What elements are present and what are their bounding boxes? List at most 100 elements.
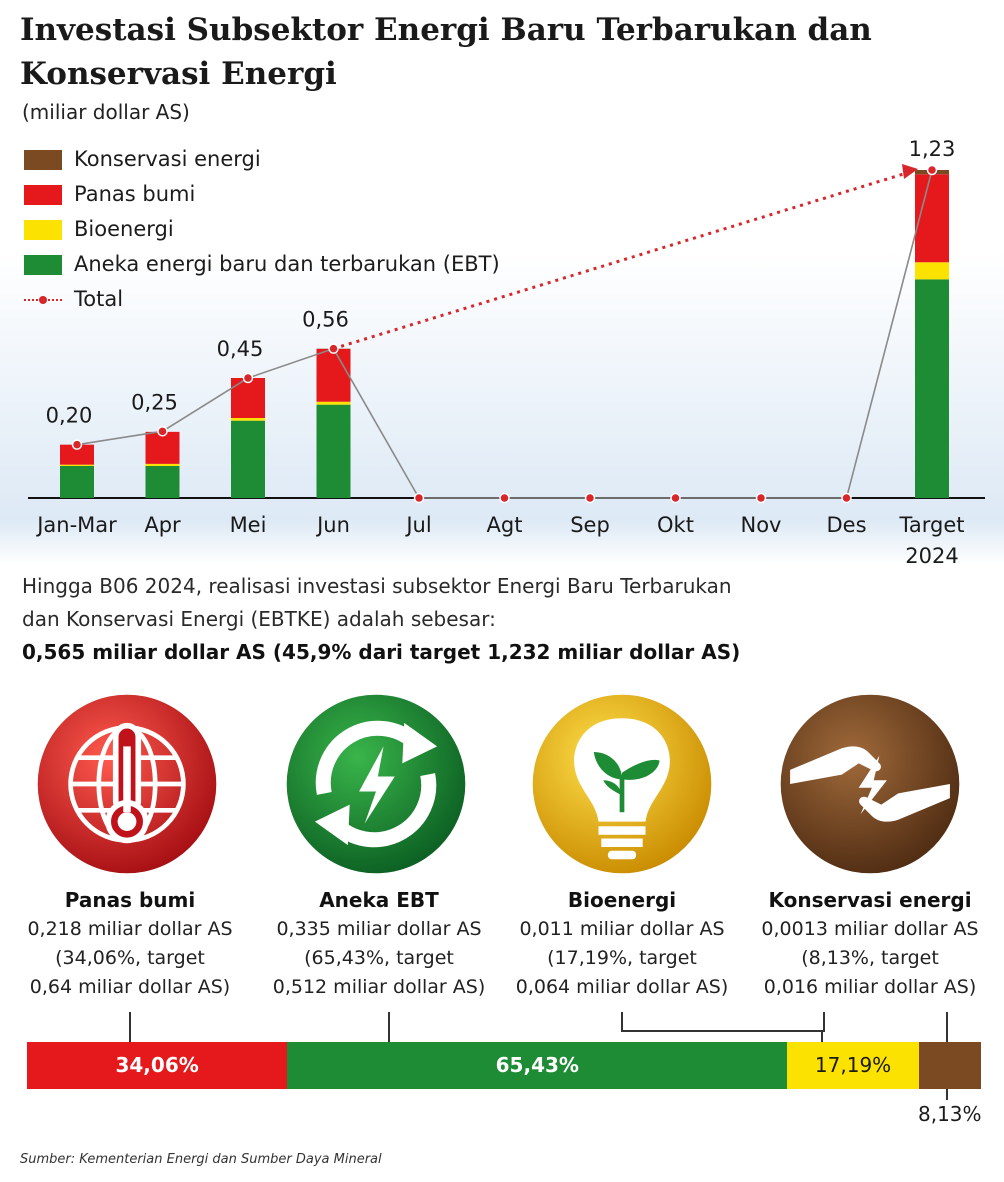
geothermal-globe-icon (37, 694, 217, 874)
category-name: Aneka EBT (319, 888, 439, 912)
total-line (76, 169, 933, 499)
bar-segment-bioenergi (231, 418, 265, 421)
category-value: 0,335 miliar dollar AS (276, 918, 482, 940)
category-value: 0,0013 miliar dollar AS (761, 918, 979, 940)
summary: Hingga B06 2024, realisasi investasi sub… (22, 570, 982, 669)
data-label: 0,25 (131, 390, 178, 414)
x-tick-label: Jan-Mar (35, 513, 117, 537)
data-label: 0,45 (217, 337, 264, 361)
category-panas-bumi: Panas bumi 0,218 miliar dollar AS (34,06… (10, 886, 250, 1002)
bar-segment-ebt (231, 420, 265, 498)
source-note: Sumber: Kementerian Energi dan Sumber Da… (20, 1152, 382, 1167)
bar-segment-bioenergi (60, 464, 94, 466)
bar-segment-bioenergi (915, 262, 949, 280)
bar-segment-panas_bumi (915, 174, 949, 263)
x-tick-label: Des (826, 513, 866, 537)
legend-label: Panas bumi (74, 182, 196, 206)
data-label: 0,56 (302, 308, 349, 332)
legend-swatch-bioenergi (24, 220, 62, 240)
category-pct: (34,06%, target (55, 947, 205, 969)
x-tick-label: Apr (144, 513, 181, 537)
total-target-dotted-line (333, 170, 911, 351)
data-label: 0,20 (46, 404, 93, 428)
bar-segment-panas_bumi (145, 431, 180, 464)
bar-segment-ebt (60, 466, 94, 498)
connector-bioenergi (621, 1012, 825, 1032)
category-target: 0,64 miliar dollar AS) (29, 976, 231, 998)
total-point (755, 492, 767, 504)
hands-bolt-icon (780, 694, 960, 874)
total-point (413, 492, 425, 504)
legend-label: Bioenergi (74, 217, 174, 241)
total-point (670, 492, 681, 504)
total-point (242, 372, 254, 384)
x-tick-label: Mei (230, 513, 267, 537)
x-tick-label: Okt (657, 513, 694, 537)
x-tick-label: 2024 (905, 544, 958, 568)
bar-segment-ebt (915, 279, 949, 498)
summary-line-1: Hingga B06 2024, realisasi investasi sub… (22, 574, 732, 598)
bar-segment-panas_bumi (316, 348, 351, 402)
category-target: 0,512 miliar dollar AS) (272, 976, 486, 998)
share-label: 65,43% (495, 1053, 579, 1077)
renewable-cycle-bolt-icon (286, 694, 466, 874)
category-target: 0,064 miliar dollar AS) (515, 976, 729, 998)
category-bioenergi: Bioenergi 0,011 miliar dollar AS (17,19%… (502, 886, 742, 1002)
share-segment-bioenergi: 17,19% (787, 1042, 919, 1089)
bulb-sprout-icon (532, 694, 712, 874)
total-point (499, 492, 510, 504)
x-tick-label: Target (899, 513, 965, 537)
connector-panas-bumi (129, 1012, 131, 1052)
legend-swatch-ebt (24, 255, 62, 275)
summary-highlight: 0,565 miliar dollar AS (45,9% dari targe… (22, 640, 741, 664)
share-label-konservasi: 8,13% (918, 1102, 982, 1126)
legend-label: Konservasi energi (74, 147, 261, 171)
bar-segment-bioenergi (145, 463, 180, 466)
x-tick-label: Nov (741, 513, 782, 537)
page-title: Investasi Subsektor Energi Baru Terbaruk… (20, 12, 872, 92)
data-label: 1,23 (909, 137, 956, 161)
x-tick-label: Jul (404, 513, 431, 537)
category-name: Konservasi energi (768, 888, 972, 912)
category-pct: (8,13%, target (801, 947, 939, 969)
total-point (328, 343, 339, 354)
total-point (157, 426, 168, 437)
share-label: 17,19% (814, 1053, 892, 1077)
total-target-arrowhead (902, 164, 918, 179)
bar-segment-panas_bumi (60, 444, 94, 465)
bar-segment-ebt (145, 466, 180, 498)
category-pct: (17,19%, target (547, 947, 697, 969)
legend-label: Total (74, 287, 124, 311)
x-tick-label: Jun (315, 513, 350, 537)
connector-bioenergi-drop (821, 1030, 823, 1052)
total-point (71, 439, 83, 450)
category-target: 0,016 miliar dollar AS) (763, 976, 977, 998)
share-bar: 34,06% 65,43% 17,19% (27, 1042, 981, 1089)
share-segment-aneka-ebt: 65,43% (287, 1042, 788, 1089)
total-point (584, 492, 596, 504)
category-pct: (65,43%, target (304, 947, 454, 969)
bar-segment-ebt (316, 404, 351, 498)
x-tick-label: Agt (487, 513, 523, 537)
connector-aneka-ebt (388, 1012, 390, 1052)
legend-swatch-konservasi (24, 150, 62, 170)
unit-label: (miliar dollar AS) (22, 100, 190, 124)
category-aneka-ebt: Aneka EBT 0,335 miliar dollar AS (65,43%… (259, 886, 499, 1002)
category-value: 0,011 miliar dollar AS (519, 918, 725, 940)
bar-segment-bioenergi (316, 401, 351, 405)
category-name: Bioenergi (567, 888, 677, 912)
x-tick-label: Sep (570, 513, 610, 537)
category-value: 0,218 miliar dollar AS (27, 918, 233, 940)
share-segment-panas-bumi: 34,06% (27, 1042, 288, 1089)
legend-swatch-panas-bumi (24, 185, 62, 205)
legend-dot-total (39, 296, 47, 304)
total-point (841, 492, 852, 504)
share-segment-konservasi (918, 1042, 981, 1089)
summary-line-2: dan Konservasi Energi (EBTKE) adalah seb… (22, 607, 496, 631)
bar-segment-panas_bumi (231, 378, 265, 418)
category-name: Panas bumi (64, 888, 196, 912)
category-konservasi: Konservasi energi 0,0013 miliar dollar A… (750, 886, 990, 1002)
total-point (926, 164, 938, 176)
legend-label: Aneka energi baru dan terbarukan (EBT) (74, 252, 500, 276)
